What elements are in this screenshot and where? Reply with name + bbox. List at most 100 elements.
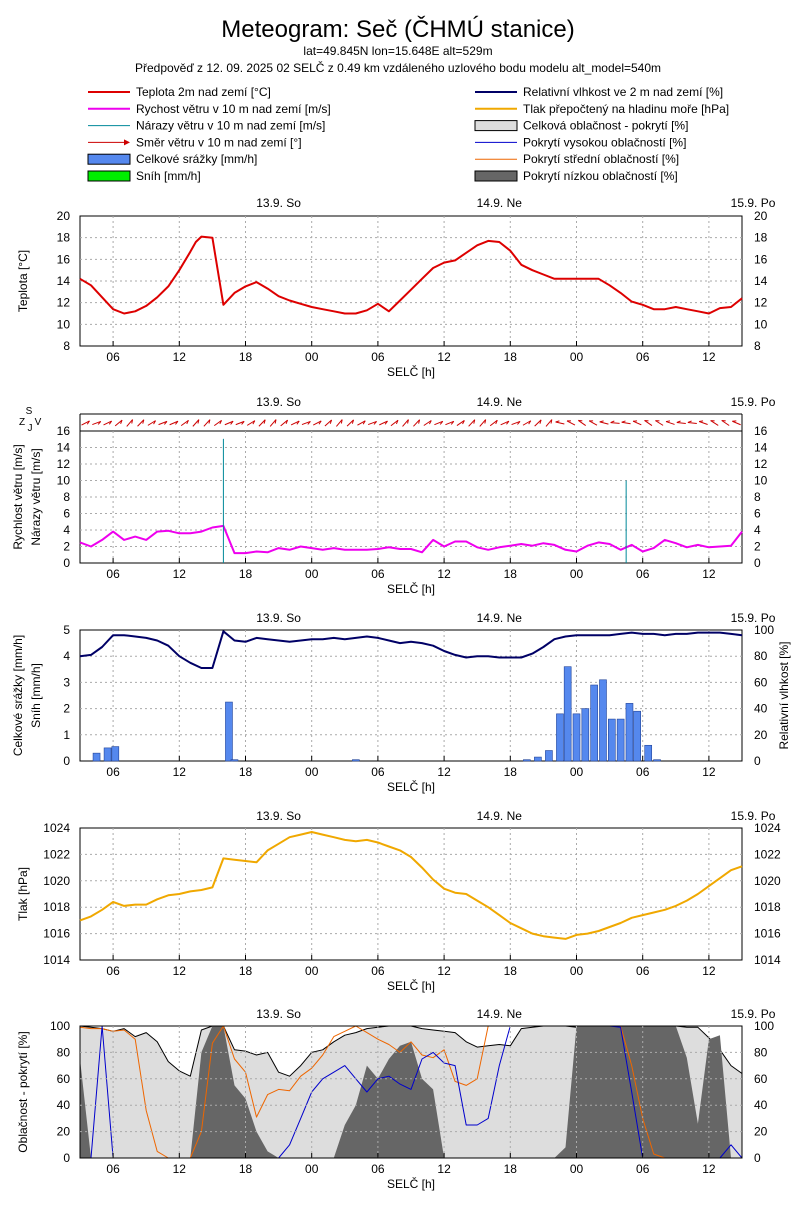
y-tick-label: 20 (57, 209, 71, 223)
x-tick-label: 12 (702, 1162, 716, 1176)
wind-arrowhead (666, 421, 670, 422)
wind-arrowhead (699, 421, 703, 422)
wind-arrowhead (688, 421, 692, 422)
y-tick-label: 8 (63, 339, 70, 353)
y-axis-label: Oblačnost - pokrytí [%] (16, 1031, 30, 1152)
y-tick-label-right: 0 (754, 754, 761, 768)
precipitation-bar (112, 747, 119, 761)
page-title: Meteogram: Seč (ČHMÚ stanice) (221, 15, 574, 43)
precipitation-bar (582, 709, 589, 761)
x-tick-label: 00 (570, 765, 584, 779)
legend-swatch (88, 154, 130, 164)
x-tick-label: 06 (106, 765, 120, 779)
y-axis-label: Tlak [hPa] (16, 867, 30, 921)
x-tick-label: 06 (106, 964, 120, 978)
compass-east: V (35, 417, 42, 428)
y-tick-label: 100 (50, 1019, 70, 1033)
precipitation-bar (608, 719, 615, 761)
legend-item: Tlak přepočtený na hladinu moře [hPa] (475, 102, 729, 116)
x-tick-label: 12 (437, 765, 451, 779)
x-tick-label: 06 (371, 964, 385, 978)
y-tick-label: 60 (57, 1072, 71, 1086)
day-label: 13.9. So (256, 196, 301, 210)
x-tick-label: 00 (570, 964, 584, 978)
y-tick-label: 1018 (43, 900, 70, 914)
y-tick-label: 0 (63, 1151, 70, 1165)
y-tick-label-right: 1018 (754, 900, 781, 914)
day-label: 13.9. So (256, 1007, 301, 1021)
legend-item: Celková oblačnost - pokrytí [%] (475, 119, 688, 133)
x-tick-label: 06 (371, 350, 385, 364)
y-tick-label-right: 20 (754, 728, 768, 742)
legend-item: Pokrytí střední oblačností [%] (475, 152, 679, 166)
x-tick-label: 12 (437, 567, 451, 581)
precipitation-bar (626, 703, 633, 761)
x-tick-label: 12 (702, 350, 716, 364)
y-tick-label-right: 20 (754, 209, 768, 223)
y-tick-label: 18 (57, 231, 71, 245)
x-tick-label: 00 (570, 1162, 584, 1176)
precipitation-bar (634, 711, 641, 761)
x-tick-label: 06 (106, 1162, 120, 1176)
day-label: 15.9. Po (731, 395, 776, 409)
y-tick-label-right: 0 (754, 1151, 761, 1165)
wind-arrow (677, 422, 686, 423)
wind-arrowhead (677, 421, 681, 422)
y-tick-label-right: 16 (754, 252, 768, 266)
y-axis-label-right: Relativní vlhkost [%] (777, 641, 791, 749)
legend-swatch (475, 121, 517, 131)
y-tick-label: 1 (63, 728, 70, 742)
y-tick-label: 6 (63, 507, 70, 521)
y-tick-label-right: 14 (754, 441, 768, 455)
x-tick-label: 00 (305, 350, 319, 364)
y-tick-label: 0 (63, 556, 70, 570)
x-axis-label: SELČ [h] (387, 779, 435, 794)
x-tick-label: 06 (371, 1162, 385, 1176)
legend-label: Rychost větru v 10 m nad zemí [m/s] (136, 102, 331, 116)
day-label: 14.9. Ne (477, 196, 523, 210)
x-tick-label: 12 (437, 1162, 451, 1176)
y-tick-label-right: 6 (754, 507, 761, 521)
x-tick-label: 18 (504, 567, 518, 581)
x-tick-label: 18 (239, 1162, 253, 1176)
y-tick-label-right: 14 (754, 274, 768, 288)
legend-item: Směr větru v 10 m nad zemí [°] (88, 135, 302, 149)
legend-item: Nárazy větru v 10 m nad zemí [m/s] (88, 119, 325, 133)
legend-item: Celkové srážky [mm/h] (88, 152, 257, 166)
precipitation-bar (591, 685, 598, 761)
y-tick-label-right: 0 (754, 556, 761, 570)
wind-arrow (622, 422, 631, 424)
wind-arrow (600, 422, 609, 424)
wind-arrow (633, 421, 641, 425)
forecast-info: Předpověď z 12. 09. 2025 02 SELČ z 0.49 … (135, 60, 661, 75)
x-tick-label: 12 (173, 964, 187, 978)
wind-arrow (666, 422, 675, 425)
x-tick-label: 06 (636, 350, 650, 364)
legend-label: Tlak přepočtený na hladinu moře [hPa] (523, 102, 729, 116)
y-tick-label: 4 (63, 523, 70, 537)
precipitation-bar (104, 748, 111, 761)
x-tick-label: 12 (437, 350, 451, 364)
legend-label: Směr větru v 10 m nad zemí [°] (136, 135, 302, 149)
legend-item: Teplota 2m nad zemí [°C] (88, 85, 271, 99)
day-label: 14.9. Ne (477, 395, 523, 409)
legend-label: Celková oblačnost - pokrytí [%] (523, 119, 688, 133)
legend-label: Pokrytí střední oblačností [%] (523, 152, 679, 166)
precipitation-bar (225, 702, 232, 761)
x-tick-label: 06 (636, 964, 650, 978)
station-coords: lat=49.845N lon=15.648E alt=529m (303, 44, 492, 58)
day-label: 13.9. So (256, 809, 301, 823)
y-tick-label: 3 (63, 675, 70, 689)
legend-item: Pokrytí vysokou oblačností [%] (475, 135, 686, 149)
x-tick-label: 12 (437, 964, 451, 978)
x-tick-label: 12 (173, 765, 187, 779)
y-tick-label: 2 (63, 540, 70, 554)
y-tick-label: 14 (57, 441, 71, 455)
y-tick-label-right: 60 (754, 675, 768, 689)
wind-arrowhead (622, 421, 626, 422)
y-tick-label-right: 80 (754, 649, 768, 663)
y-tick-label-right: 10 (754, 474, 768, 488)
